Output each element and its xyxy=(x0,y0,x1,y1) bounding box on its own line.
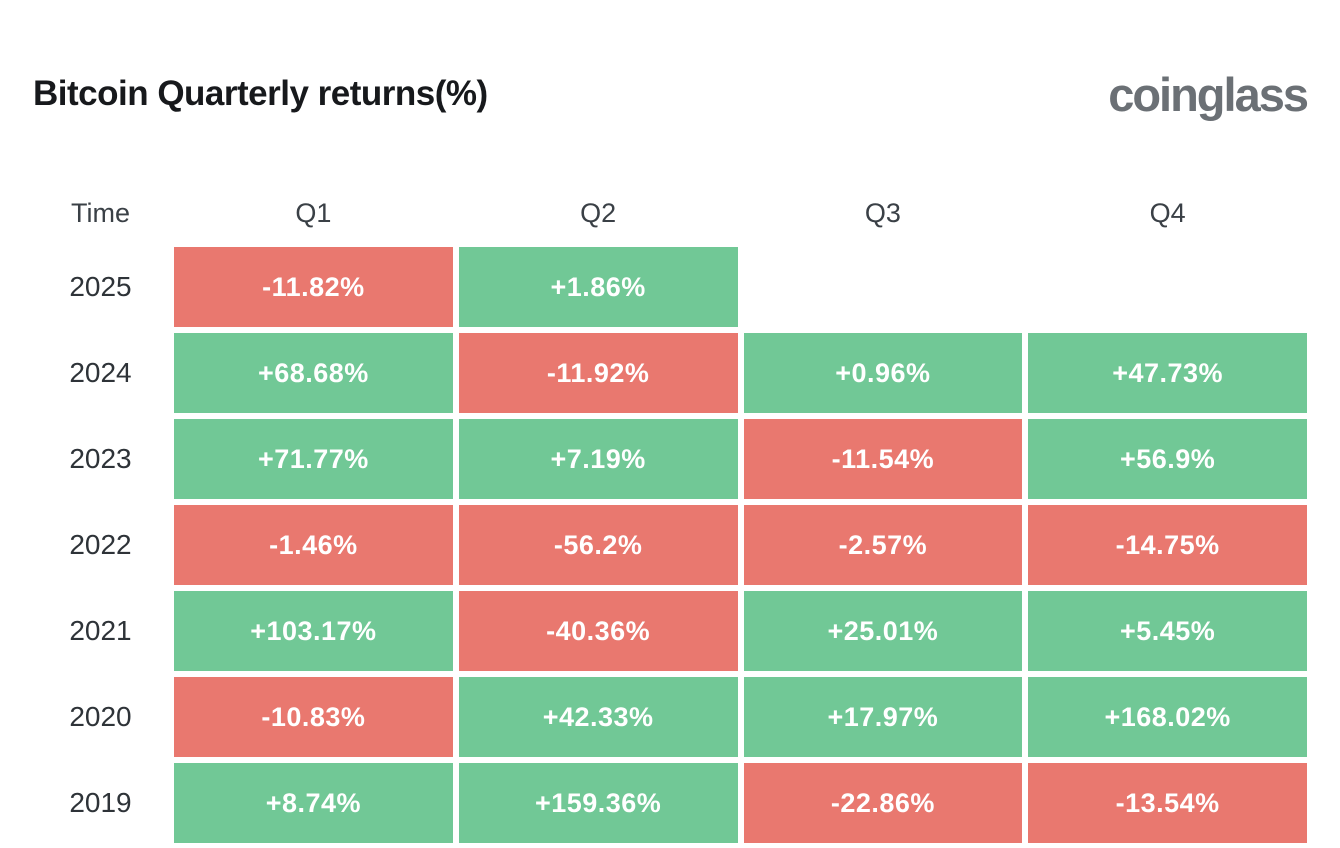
return-cell-2019-q2: +159.36% xyxy=(458,763,738,843)
row-year-2024: 2024 xyxy=(69,357,132,388)
return-cell-2024-q3: +0.96% xyxy=(743,333,1023,413)
coinglass-logo: coinglass xyxy=(1108,67,1309,121)
return-cell-2023-q4: +56.9% xyxy=(1028,419,1307,499)
return-cell-2022-q2: -56.2% xyxy=(458,505,738,585)
row-year-2023: 2023 xyxy=(69,443,132,474)
column-header-time: Time xyxy=(71,197,130,228)
return-cell-2022-q4: -14.75% xyxy=(1028,505,1307,585)
return-cell-2024-q4: +47.73% xyxy=(1028,333,1307,413)
return-cell-2020-q2: +42.33% xyxy=(458,677,738,757)
row-year-2025: 2025 xyxy=(69,271,132,302)
return-cell-2019-q4: -13.54% xyxy=(1028,763,1307,843)
column-header-q1: Q1 xyxy=(295,197,332,228)
return-cell-2022-q3: -2.57% xyxy=(743,505,1023,585)
return-cell-2021-q2: -40.36% xyxy=(458,591,738,671)
row-year-2022: 2022 xyxy=(69,529,132,560)
return-cell-2023-q3: -11.54% xyxy=(743,419,1023,499)
return-cell-2020-q3: +17.97% xyxy=(743,677,1023,757)
return-cell-2020-q1: -10.83% xyxy=(174,677,453,757)
return-cell-2021-q4: +5.45% xyxy=(1028,591,1307,671)
page-title: Bitcoin Quarterly returns(%) xyxy=(33,74,488,113)
return-cell-2019-q3: -22.86% xyxy=(743,763,1023,843)
returns-grid: Time Q1 Q2 Q3 Q4 2025 -11.82% +1.86% 2024 +6… xyxy=(33,185,1307,843)
return-cell-2023-q1: +71.77% xyxy=(174,419,453,499)
return-cell-2024-q2: -11.92% xyxy=(458,333,738,413)
return-cell-2025-q2: +1.86% xyxy=(458,247,738,327)
return-cell-2019-q1: +8.74% xyxy=(174,763,453,843)
row-year-2020: 2020 xyxy=(69,701,132,732)
column-header-q4: Q4 xyxy=(1149,197,1186,228)
empty-cell-2025-q3 xyxy=(744,247,1023,327)
header-bar: Bitcoin Quarterly returns(%) coinglass xyxy=(33,67,1309,121)
return-cell-2020-q4: +168.02% xyxy=(1028,677,1307,757)
return-cell-2022-q1: -1.46% xyxy=(174,505,453,585)
return-cell-2024-q1: +68.68% xyxy=(174,333,453,413)
row-year-2021: 2021 xyxy=(69,615,132,646)
column-header-q3: Q3 xyxy=(864,197,901,228)
row-year-2019: 2019 xyxy=(69,787,132,818)
return-cell-2021-q1: +103.17% xyxy=(174,591,453,671)
return-cell-2023-q2: +7.19% xyxy=(458,419,738,499)
column-header-q2: Q2 xyxy=(580,197,617,228)
return-cell-2025-q1: -11.82% xyxy=(174,247,453,327)
return-cell-2021-q3: +25.01% xyxy=(743,591,1023,671)
empty-cell-2025-q4 xyxy=(1028,247,1307,327)
